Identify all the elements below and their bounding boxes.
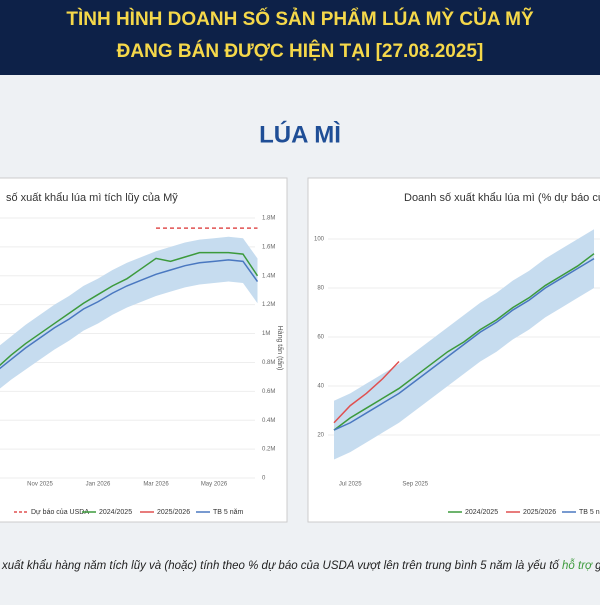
y-tick-label: 0.4M — [262, 418, 275, 424]
chart: Doanh số xuất khẩu lúa mì (% dự báo của … — [314, 192, 600, 516]
series-line — [333, 257, 595, 431]
footer-text: giá — [592, 560, 600, 572]
header-title: ĐANG BÁN ĐƯỢC HIỆN TẠI [27.08.2025] — [117, 40, 484, 62]
x-tick-label: Jul 2025 — [339, 482, 362, 488]
y-tick-label: 1M — [262, 331, 270, 337]
x-tick-label: Sep 2025 — [402, 482, 428, 488]
x-tick-label: Nov 2025 — [27, 482, 53, 488]
y-tick-label: 80 — [317, 286, 324, 292]
y-tick-label: 0.6M — [262, 389, 275, 395]
x-tick-label: Jan 2026 — [86, 482, 111, 488]
header-title: TÌNH HÌNH DOANH SỐ SẢN PHẨM LÚA MỲ CỦA M… — [66, 8, 534, 30]
y-tick-label: 100 — [314, 237, 325, 243]
y-tick-label: 0 — [262, 476, 266, 482]
y-tick-label: 1.8M — [262, 216, 275, 222]
legend-label: TB 5 năm — [579, 509, 600, 516]
legend-label: TB 5 năm — [213, 509, 244, 516]
footer-highlight: hỗ trợ — [562, 559, 593, 572]
footer-note: xuất khẩu hàng năm tích lũy và (hoặc) tí… — [1, 559, 600, 572]
series-line — [0, 259, 259, 370]
y-tick-label: 40 — [317, 384, 324, 390]
y-tick-label: 1.6M — [262, 244, 275, 250]
section-title: LÚA MÌ — [259, 120, 341, 148]
y-tick-label: 60 — [317, 335, 324, 341]
y-tick-label: 1.4M — [262, 273, 275, 279]
chart-title: Doanh số xuất khẩu lúa mì (% dự báo của … — [404, 192, 600, 204]
y-tick-label: 0.2M — [262, 447, 275, 453]
series-line — [333, 253, 595, 431]
legend-label: 2024/2025 — [99, 509, 132, 516]
x-tick-label: Mar 2026 — [143, 482, 169, 488]
x-tick-label: May 2026 — [201, 482, 228, 488]
series-line — [333, 360, 400, 424]
y-tick-label: 1.2M — [262, 302, 275, 308]
series-line — [0, 251, 259, 367]
legend-label: 2024/2025 — [465, 509, 498, 516]
y-tick-label: 20 — [317, 433, 324, 439]
footer-text: xuất khẩu hàng năm tích lũy và (hoặc) tí… — [1, 560, 562, 572]
band — [0, 236, 258, 389]
y-tick-label: 0.8M — [262, 360, 275, 366]
chart-title: số xuất khẩu lúa mì tích lũy của Mỹ — [6, 192, 178, 204]
legend-label: 2025/2026 — [523, 509, 556, 516]
chart: số xuất khẩu lúa mì tích lũy của Mỹ Hàng … — [0, 192, 285, 516]
legend-label: Dự báo của USDA — [31, 508, 89, 516]
header-band — [0, 0, 600, 75]
legend-label: 2025/2026 — [157, 509, 190, 516]
y-axis-title: Hàng tấn (tấn) — [276, 326, 285, 371]
